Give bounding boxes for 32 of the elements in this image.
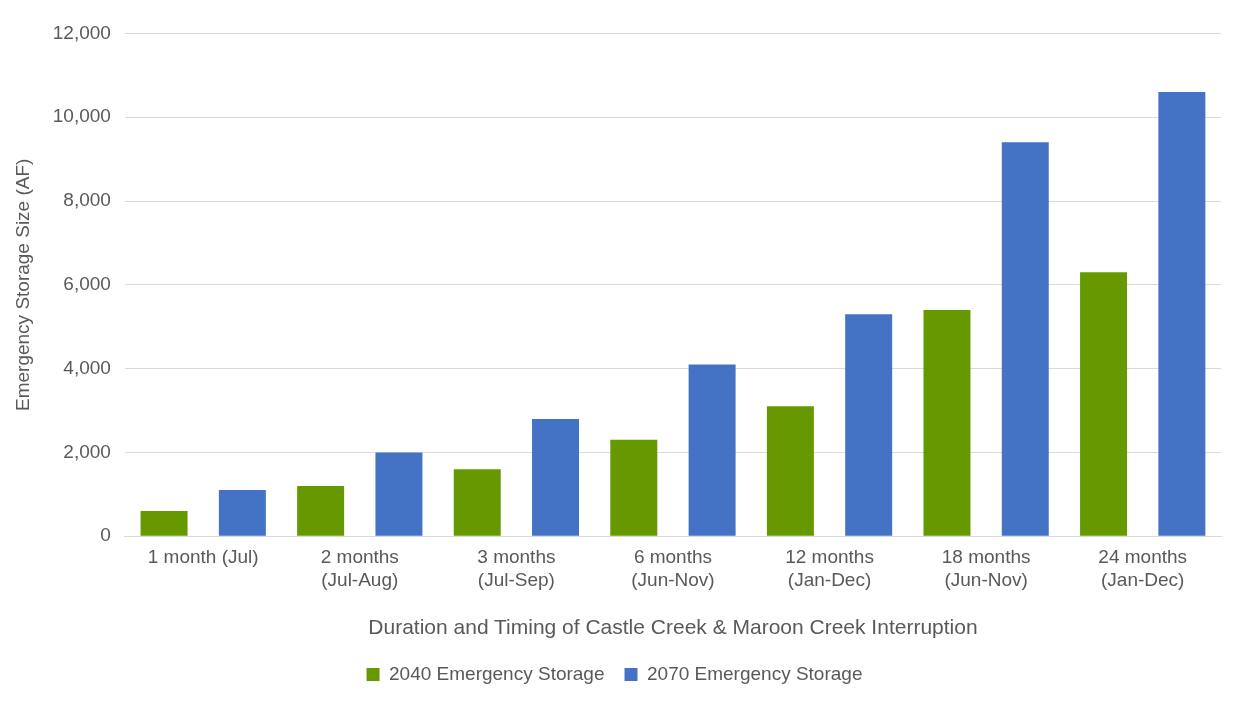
bar (610, 439, 658, 536)
bar (1158, 92, 1206, 536)
bar (297, 485, 345, 536)
bar (1080, 272, 1128, 536)
y-tick-label: 10,000 (52, 105, 111, 127)
x-tick-label: 3 months (Jul-Sep) (477, 545, 556, 590)
x-tick-label: 18 months (Jun-Nov) (941, 545, 1031, 590)
y-tick-label: 4,000 (63, 356, 111, 378)
y-tick-label: 0 (100, 524, 111, 546)
bar (532, 418, 580, 536)
legend-label: 2040 Emergency Storage (389, 662, 605, 684)
legend-label: 2070 Emergency Storage (647, 662, 863, 684)
bar (766, 406, 814, 536)
bar (375, 452, 423, 536)
y-axis-title: Emergency Storage Size (AF) (11, 158, 33, 411)
bar (140, 511, 188, 536)
y-tick-label: 6,000 (63, 273, 111, 295)
x-tick-label: 24 months (Jan-Dec) (1098, 545, 1188, 590)
y-tick-label: 8,000 (63, 189, 111, 211)
y-tick-label: 12,000 (52, 21, 111, 43)
x-tick-label: 1 month (Jul) (147, 545, 259, 567)
bar (453, 469, 501, 536)
bar (923, 309, 971, 536)
bar (688, 364, 736, 536)
y-tick-label: 2,000 (63, 440, 111, 462)
x-tick-label: 2 months (Jul-Aug) (320, 545, 399, 590)
x-tick-label: 12 months (Jan-Dec) (785, 545, 874, 590)
bar (1001, 142, 1049, 536)
x-axis-title: Duration and Timing of Castle Creek & Maroon Creek Interruption (368, 615, 978, 639)
bar (845, 314, 893, 536)
bar (218, 490, 266, 536)
x-tick-label: 6 months (Jun-Nov) (631, 545, 715, 590)
